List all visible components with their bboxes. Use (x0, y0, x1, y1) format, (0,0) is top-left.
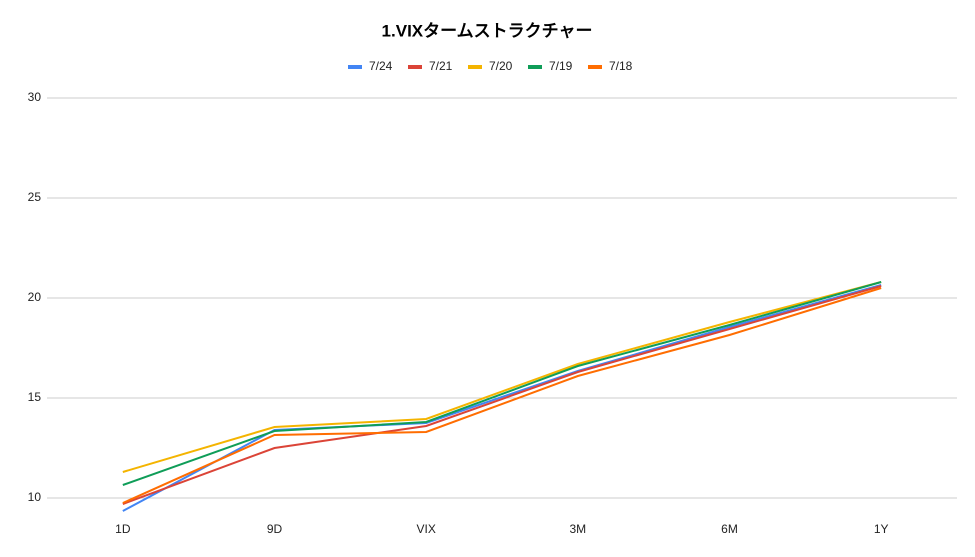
x-tick-label: 6M (721, 522, 738, 536)
series-line (122, 281, 882, 473)
legend-label: 7/19 (549, 59, 573, 73)
y-tick-label: 15 (28, 390, 42, 404)
x-tick-label: 1D (115, 522, 131, 536)
x-tick-label: 3M (569, 522, 586, 536)
y-tick-label: 25 (28, 190, 42, 204)
legend-label: 7/24 (369, 59, 393, 73)
x-tick-label: VIX (416, 522, 435, 536)
y-tick-label: 20 (28, 290, 42, 304)
y-tick-label: 30 (28, 90, 42, 104)
legend-label: 7/20 (489, 59, 513, 73)
series-line (122, 287, 882, 504)
series-line (122, 281, 882, 486)
legend-label: 7/18 (609, 59, 633, 73)
series-line (122, 284, 882, 512)
legend-label: 7/21 (429, 59, 453, 73)
x-tick-label: 9D (267, 522, 283, 536)
series-line (122, 285, 882, 505)
x-tick-label: 1Y (874, 522, 889, 536)
y-tick-label: 10 (28, 490, 42, 504)
chart-title: 1.VIXタームストラクチャー (382, 21, 593, 40)
